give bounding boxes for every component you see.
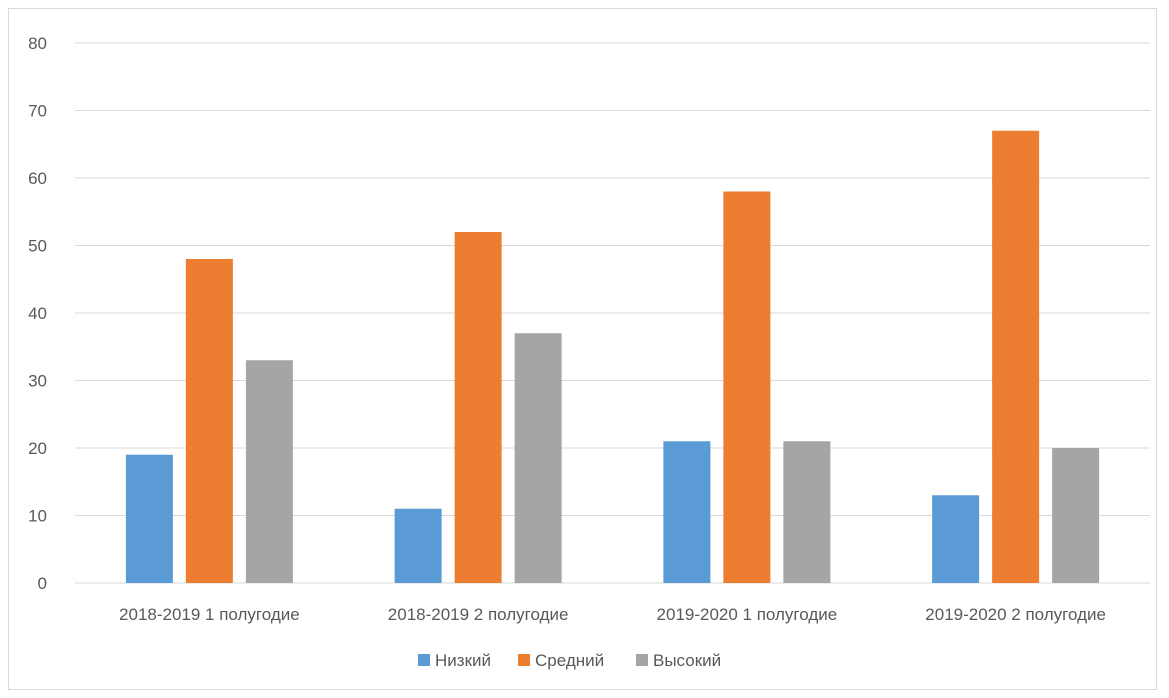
legend-swatch bbox=[418, 654, 430, 666]
bar-Низкий-4 bbox=[932, 495, 980, 583]
y-tick-label: 0 bbox=[38, 574, 47, 593]
legend-swatch bbox=[518, 654, 530, 666]
y-tick-label: 70 bbox=[28, 102, 47, 121]
y-tick-label: 30 bbox=[28, 372, 47, 391]
bar-Низкий-2 bbox=[394, 508, 442, 583]
y-axis-ticks: 0 10 20 30 40 50 60 70 80 bbox=[28, 34, 47, 593]
legend-label: Низкий bbox=[435, 651, 491, 670]
y-tick-label: 50 bbox=[28, 237, 47, 256]
bar-Средний-3 bbox=[723, 191, 771, 583]
y-tick-label: 60 bbox=[28, 169, 47, 188]
bar-Высокий-2 bbox=[514, 333, 562, 583]
y-tick-label: 40 bbox=[28, 304, 47, 323]
x-category-label: 2019-2020 2 полугодие bbox=[925, 605, 1106, 624]
x-category-label: 2019-2020 1 полугодие bbox=[657, 605, 838, 624]
bar-Высокий-1 bbox=[245, 360, 293, 583]
x-category-label: 2018-2019 1 полугодие bbox=[119, 605, 300, 624]
legend-label: Средний bbox=[535, 651, 604, 670]
y-tick-label: 80 bbox=[28, 34, 47, 53]
x-axis-categories: 2018-2019 1 полугодие 2018-2019 2 полугод… bbox=[119, 605, 1106, 624]
bar-Средний-2 bbox=[454, 232, 502, 583]
bars bbox=[125, 130, 1100, 583]
legend-label: Высокий bbox=[653, 651, 721, 670]
bar-Средний-1 bbox=[185, 259, 233, 583]
bar-Низкий-1 bbox=[125, 454, 173, 583]
x-category-label: 2018-2019 2 полугодие bbox=[388, 605, 569, 624]
legend-swatch bbox=[636, 654, 648, 666]
bar-Средний-4 bbox=[992, 130, 1040, 583]
bar-Высокий-3 bbox=[783, 441, 831, 583]
y-tick-label: 10 bbox=[28, 507, 47, 526]
bar-Высокий-4 bbox=[1052, 448, 1100, 583]
gridlines bbox=[75, 42, 1150, 584]
y-tick-label: 20 bbox=[28, 439, 47, 458]
legend: Низкий Средний Высокий bbox=[418, 651, 721, 670]
bar-Низкий-3 bbox=[663, 441, 711, 583]
